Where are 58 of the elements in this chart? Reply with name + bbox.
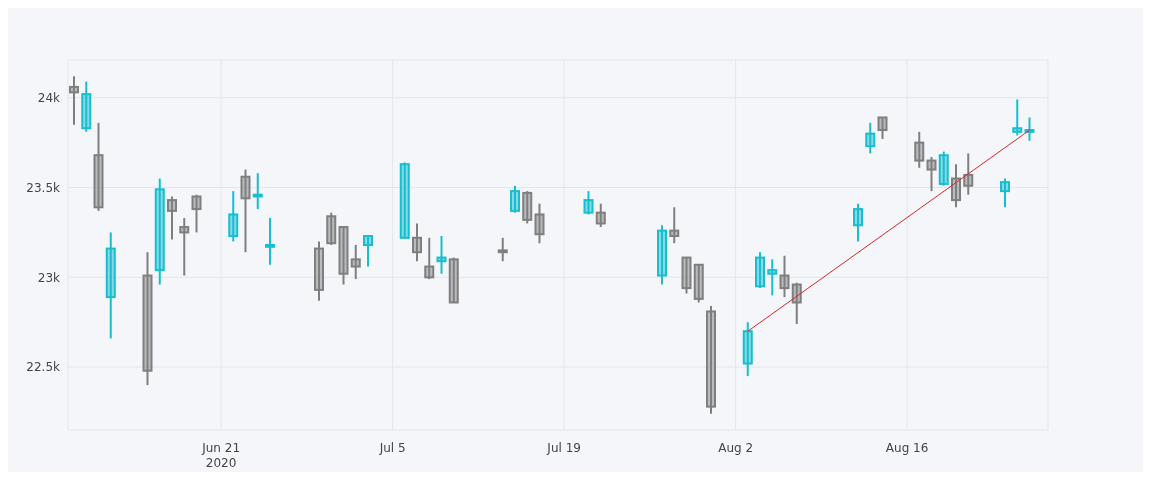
x-tick-label: Jul 19	[546, 441, 581, 455]
candlestick	[81, 80, 92, 133]
candlestick	[1000, 177, 1010, 209]
candlestick	[865, 121, 876, 155]
candlestick	[240, 168, 251, 254]
y-tick-label: 22.5k	[26, 360, 61, 375]
candlestick	[154, 177, 165, 286]
candlestick	[963, 152, 974, 196]
candlestick	[448, 256, 459, 304]
candlestick	[522, 190, 533, 225]
candlestick	[105, 231, 116, 340]
candlestick	[191, 193, 202, 234]
candlestick	[412, 222, 422, 263]
candlestick	[326, 211, 337, 246]
candlestick	[93, 121, 104, 212]
x-tick-label: Jun 21 2020	[201, 441, 241, 470]
candlestick	[583, 190, 594, 216]
candlestick	[706, 305, 716, 415]
candlestick	[399, 161, 410, 239]
candlestick	[252, 172, 263, 211]
candlestick	[938, 150, 949, 187]
x-tick-label: Jul 5	[378, 441, 406, 455]
candlestick	[497, 236, 508, 263]
candlestick	[779, 254, 790, 299]
candlestick	[914, 130, 925, 169]
candlestick	[877, 116, 888, 141]
candlestick	[681, 256, 692, 295]
candlestick	[424, 236, 435, 281]
candlestick	[338, 226, 349, 286]
candlestick	[142, 251, 153, 387]
candlestick	[314, 240, 324, 302]
candlestick	[669, 206, 680, 245]
candlestick	[693, 263, 704, 304]
candlestick	[657, 224, 667, 286]
y-tick-label: 23k	[37, 270, 61, 285]
candlestick	[926, 155, 937, 193]
candlestick	[755, 251, 765, 290]
x-tick-label: Aug 2	[718, 441, 754, 455]
candlestick	[1024, 116, 1035, 142]
candlestick	[1012, 98, 1023, 137]
y-tick-label: 24k	[37, 90, 61, 105]
x-tick-label: Aug 16	[885, 441, 929, 455]
candlestick	[265, 217, 275, 266]
candlestick	[853, 202, 863, 243]
candlestick	[363, 235, 373, 268]
candlestick	[179, 217, 190, 277]
candlestick	[595, 202, 606, 229]
candlestick	[951, 163, 961, 209]
candlestick	[534, 202, 545, 245]
candlestick	[228, 190, 239, 243]
candlestick	[167, 195, 177, 241]
candlestick	[350, 244, 361, 281]
candlestick	[742, 321, 753, 378]
candlestick	[767, 258, 778, 297]
candlestick	[510, 184, 520, 214]
y-tick-label: 23.5k	[26, 180, 61, 195]
candlestick	[436, 235, 447, 275]
candlestick	[69, 75, 79, 126]
